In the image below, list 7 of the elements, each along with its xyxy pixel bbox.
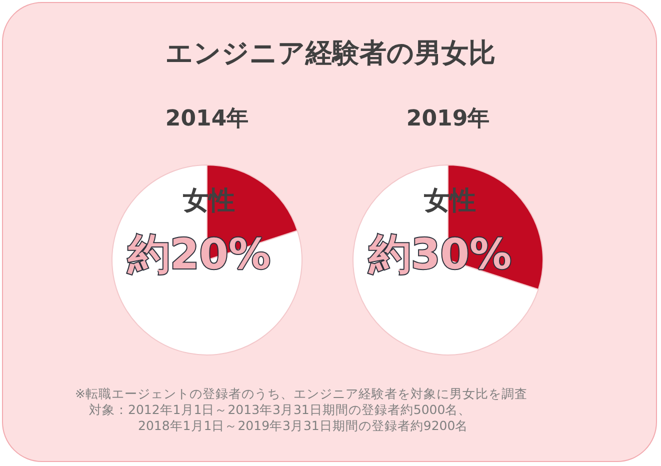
text: 対象：2012年1月1日～2013年3月31日期間の登録者約5000名、 [88,402,472,418]
chart-subtitle: 2019年 [406,106,490,132]
text: ※転職エージェントの登録者のうち、エンジニア経験者を対象に男女比を調査 [75,386,528,402]
chart-subtitle: 2014年 [165,106,249,132]
data-label: 約20% [127,230,271,278]
chart-title: エンジニア経験者の男女比 [164,37,496,71]
text: 2018年1月1日～2019年3月31日期間の登録者約9200名 [137,418,470,434]
